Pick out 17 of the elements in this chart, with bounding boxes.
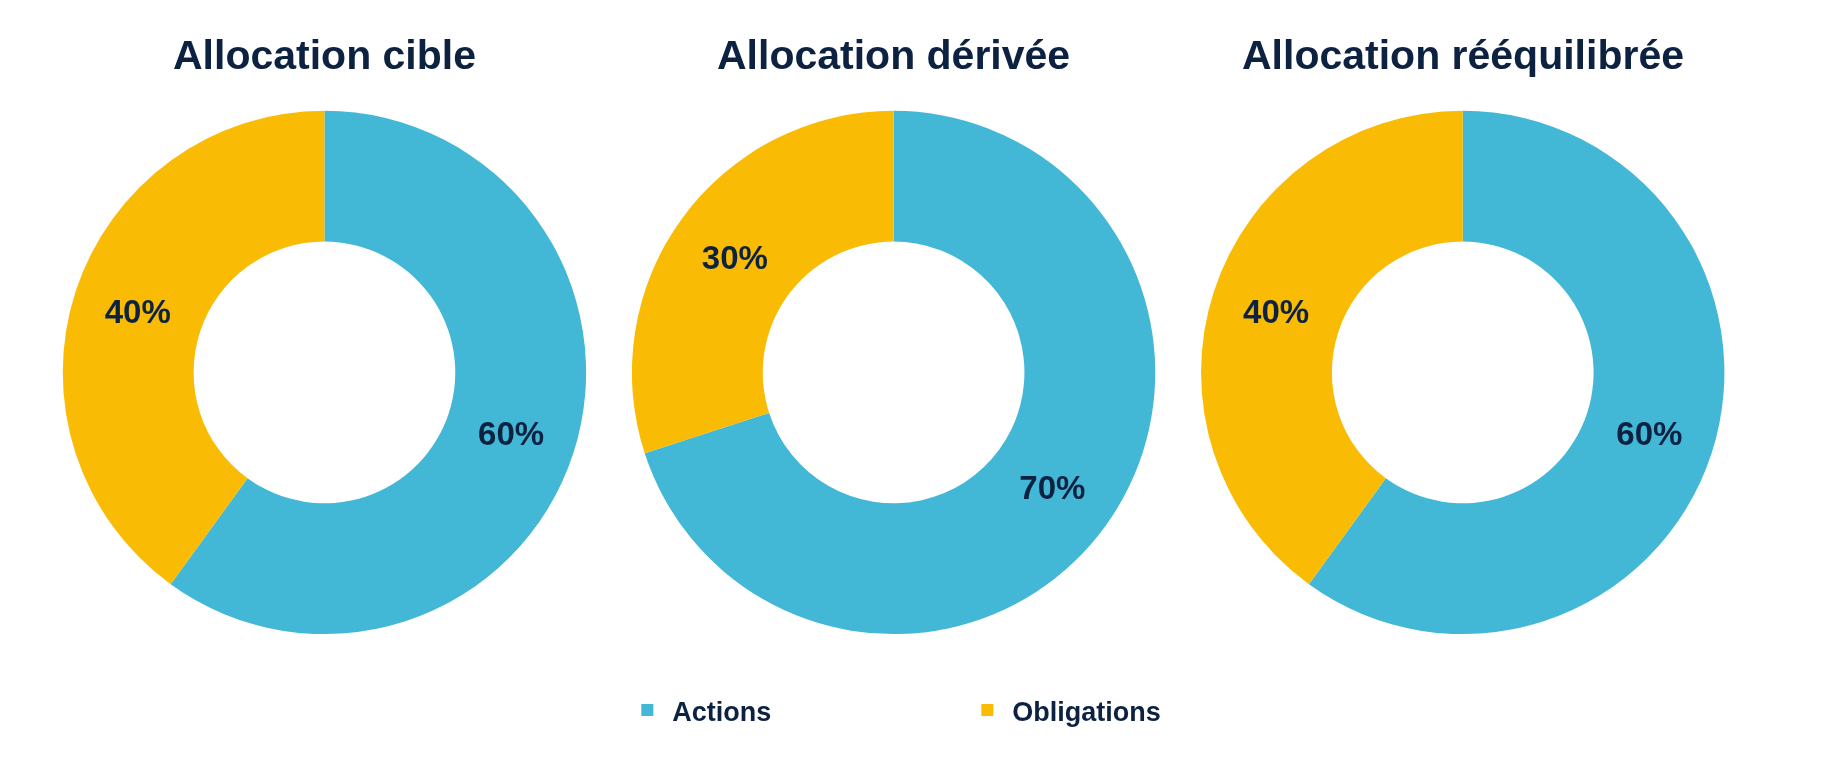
chart-title: Allocation cible bbox=[173, 32, 476, 78]
donut-slice bbox=[1201, 110, 1463, 585]
donut-slice bbox=[644, 110, 1156, 634]
data-label: 70% bbox=[1019, 469, 1086, 507]
donut-slice bbox=[632, 110, 894, 454]
chart-title: Allocation rééquilibrée bbox=[1242, 32, 1684, 78]
legend-label: Obligations bbox=[1012, 696, 1161, 727]
chart-title: Allocation dérivée bbox=[717, 32, 1071, 78]
data-label: 30% bbox=[701, 238, 768, 276]
donut-slice bbox=[170, 110, 587, 635]
data-label: 60% bbox=[1616, 414, 1683, 452]
donut-slice bbox=[1308, 110, 1725, 635]
data-label: 40% bbox=[104, 293, 171, 331]
legend-label: Actions bbox=[672, 696, 772, 727]
donut-slice bbox=[63, 110, 325, 585]
data-label: 40% bbox=[1243, 293, 1310, 331]
data-label: 60% bbox=[478, 414, 545, 452]
